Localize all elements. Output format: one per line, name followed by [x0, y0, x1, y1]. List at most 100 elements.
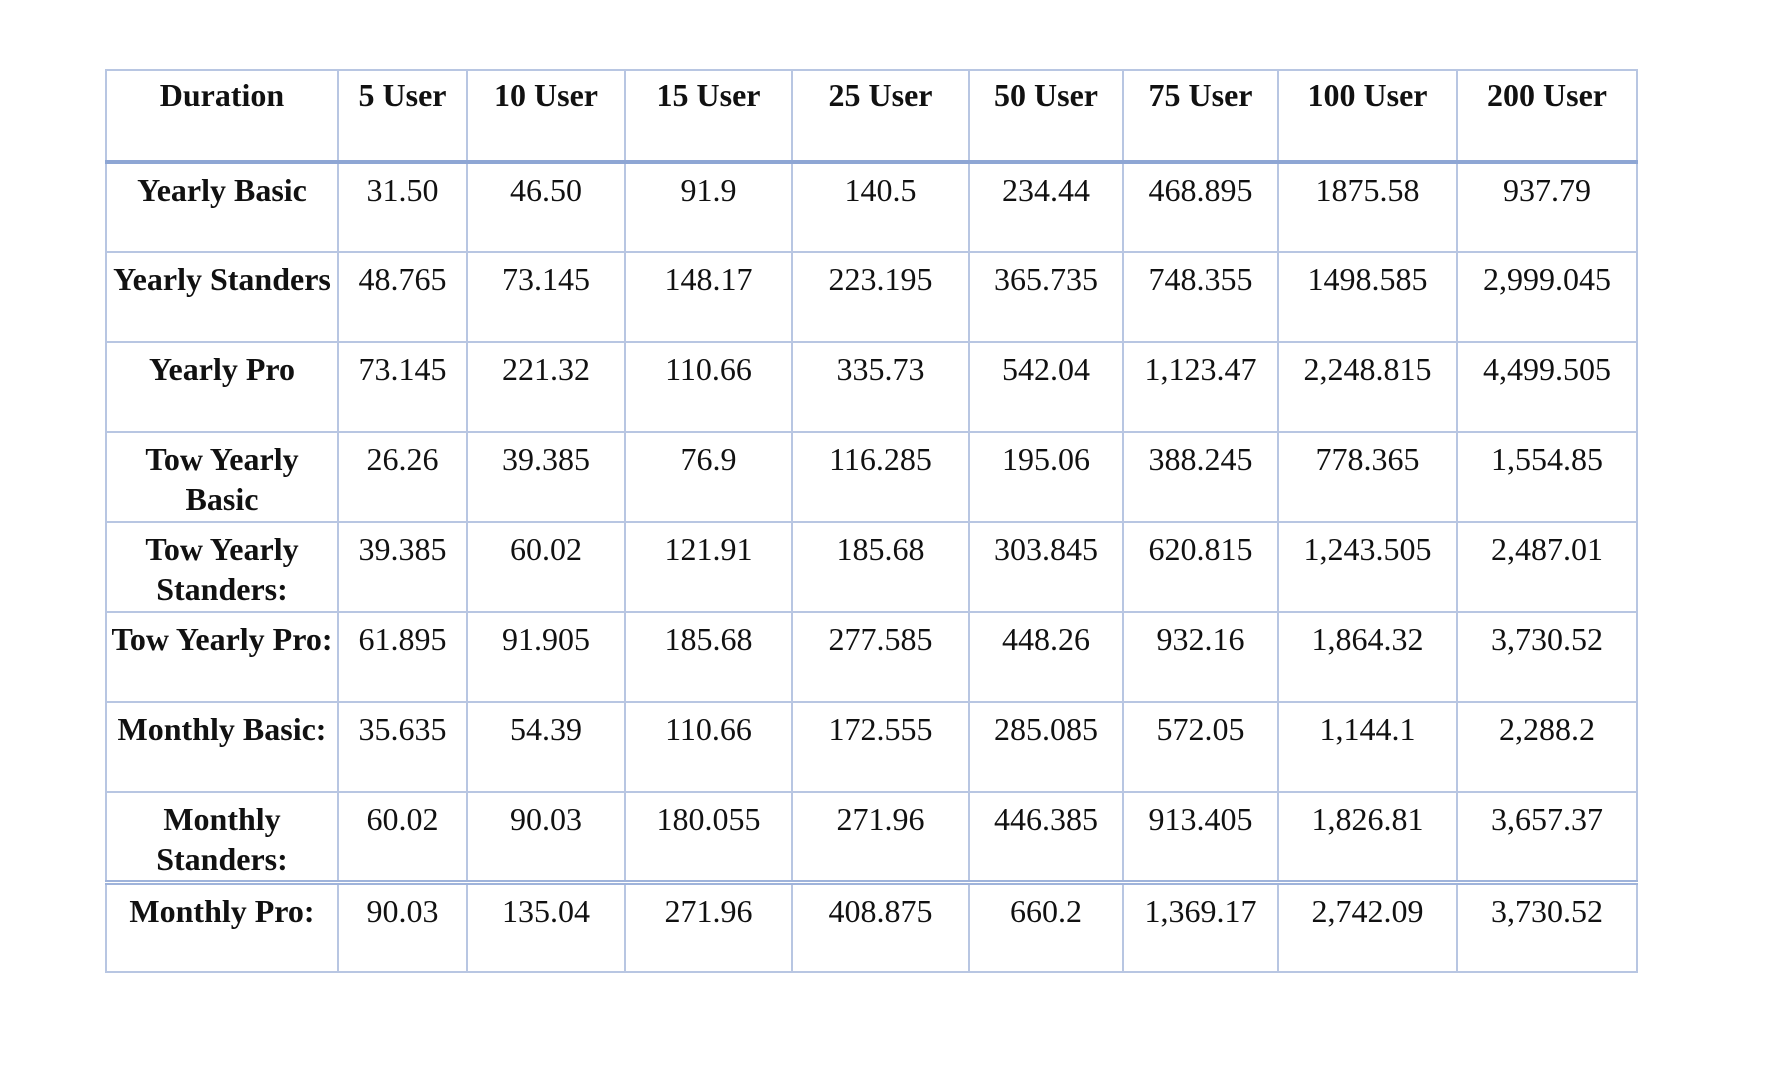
- column-header-100-user: 100 User: [1277, 69, 1458, 164]
- row-label: Tow Yearly Basic: [105, 431, 339, 523]
- price-cell: 91.905: [466, 611, 626, 703]
- price-cell: 172.555: [791, 701, 970, 793]
- price-cell: 303.845: [968, 521, 1124, 613]
- price-cell: 234.44: [968, 161, 1124, 253]
- price-cell: 1,144.1: [1277, 701, 1458, 793]
- price-cell: 221.32: [466, 341, 626, 433]
- price-cell: 116.285: [791, 431, 970, 523]
- row-label: Tow Yearly Pro:: [105, 611, 339, 703]
- price-cell: 61.895: [337, 611, 468, 703]
- table-row: Monthly Standers: 60.02 90.03 180.055 271.96…: [105, 791, 1638, 883]
- price-cell: 60.02: [466, 521, 626, 613]
- price-cell: 1,554.85: [1456, 431, 1638, 523]
- price-cell: 46.50: [466, 161, 626, 253]
- price-cell: 446.385: [968, 791, 1124, 883]
- price-cell: 2,487.01: [1456, 521, 1638, 613]
- price-cell: 620.815: [1122, 521, 1279, 613]
- price-cell: 271.96: [624, 879, 793, 973]
- price-cell: 3,730.52: [1456, 879, 1638, 973]
- price-cell: 91.9: [624, 161, 793, 253]
- row-label: Tow Yearly Standers:: [105, 521, 339, 613]
- price-cell: 54.39: [466, 701, 626, 793]
- price-cell: 31.50: [337, 161, 468, 253]
- price-cell: 932.16: [1122, 611, 1279, 703]
- price-cell: 572.05: [1122, 701, 1279, 793]
- table-row: Monthly Pro: 90.03 135.04 271.96 408.875 660.…: [105, 879, 1638, 973]
- price-cell: 365.735: [968, 251, 1124, 343]
- price-cell: 90.03: [466, 791, 626, 883]
- price-cell: 2,999.045: [1456, 251, 1638, 343]
- row-label: Yearly Pro: [105, 341, 339, 433]
- price-cell: 3,657.37: [1456, 791, 1638, 883]
- column-header-duration: Duration: [105, 69, 339, 164]
- column-header-5-user: 5 User: [337, 69, 468, 164]
- pricing-table-container: Duration 5 User 10 User 15 User 25 User …: [105, 69, 1638, 973]
- price-cell: 195.06: [968, 431, 1124, 523]
- price-cell: 335.73: [791, 341, 970, 433]
- price-cell: 408.875: [791, 879, 970, 973]
- price-cell: 1,826.81: [1277, 791, 1458, 883]
- price-cell: 448.26: [968, 611, 1124, 703]
- price-cell: 76.9: [624, 431, 793, 523]
- table-header-row: Duration 5 User 10 User 15 User 25 User …: [105, 69, 1638, 164]
- price-cell: 388.245: [1122, 431, 1279, 523]
- price-cell: 180.055: [624, 791, 793, 883]
- table-row: Tow Yearly Basic 26.26 39.385 76.9 116.285 19…: [105, 431, 1638, 523]
- price-cell: 39.385: [337, 521, 468, 613]
- row-label: Yearly Basic: [105, 161, 339, 253]
- price-cell: 48.765: [337, 251, 468, 343]
- column-header-10-user: 10 User: [466, 69, 626, 164]
- price-cell: 277.585: [791, 611, 970, 703]
- row-label: Monthly Basic:: [105, 701, 339, 793]
- price-cell: 185.68: [791, 521, 970, 613]
- column-header-25-user: 25 User: [791, 69, 970, 164]
- price-cell: 110.66: [624, 701, 793, 793]
- price-cell: 542.04: [968, 341, 1124, 433]
- price-cell: 271.96: [791, 791, 970, 883]
- table-row: Tow Yearly Standers: 39.385 60.02 121.91 185…: [105, 521, 1638, 613]
- price-cell: 660.2: [968, 879, 1124, 973]
- table-row: Yearly Basic 31.50 46.50 91.9 140.5 234.44 468…: [105, 161, 1638, 253]
- price-cell: 223.195: [791, 251, 970, 343]
- price-cell: 26.26: [337, 431, 468, 523]
- table-row: Yearly Pro 73.145 221.32 110.66 335.73 542.04…: [105, 341, 1638, 433]
- price-cell: 60.02: [337, 791, 468, 883]
- price-cell: 110.66: [624, 341, 793, 433]
- price-cell: 73.145: [466, 251, 626, 343]
- price-cell: 1,369.17: [1122, 879, 1279, 973]
- table-row: Tow Yearly Pro: 61.895 91.905 185.68 277.585…: [105, 611, 1638, 703]
- price-cell: 2,288.2: [1456, 701, 1638, 793]
- column-header-200-user: 200 User: [1456, 69, 1638, 164]
- price-cell: 4,499.505: [1456, 341, 1638, 433]
- row-label: Yearly Standers: [105, 251, 339, 343]
- price-cell: 1875.58: [1277, 161, 1458, 253]
- column-header-15-user: 15 User: [624, 69, 793, 164]
- column-header-50-user: 50 User: [968, 69, 1124, 164]
- price-cell: 1498.585: [1277, 251, 1458, 343]
- price-cell: 468.895: [1122, 161, 1279, 253]
- price-cell: 1,243.505: [1277, 521, 1458, 613]
- price-cell: 121.91: [624, 521, 793, 613]
- price-cell: 185.68: [624, 611, 793, 703]
- table-row: Monthly Basic: 35.635 54.39 110.66 172.555 28…: [105, 701, 1638, 793]
- price-cell: 3,730.52: [1456, 611, 1638, 703]
- price-cell: 285.085: [968, 701, 1124, 793]
- row-label: Monthly Pro:: [105, 879, 339, 973]
- price-cell: 1,123.47: [1122, 341, 1279, 433]
- table-row: Yearly Standers 48.765 73.145 148.17 223.195…: [105, 251, 1638, 343]
- price-cell: 140.5: [791, 161, 970, 253]
- price-cell: 39.385: [466, 431, 626, 523]
- column-header-75-user: 75 User: [1122, 69, 1279, 164]
- price-cell: 778.365: [1277, 431, 1458, 523]
- pricing-table: Duration 5 User 10 User 15 User 25 User …: [105, 69, 1638, 973]
- price-cell: 1,864.32: [1277, 611, 1458, 703]
- price-cell: 2,742.09: [1277, 879, 1458, 973]
- price-cell: 73.145: [337, 341, 468, 433]
- row-label: Monthly Standers:: [105, 791, 339, 883]
- price-cell: 913.405: [1122, 791, 1279, 883]
- price-cell: 148.17: [624, 251, 793, 343]
- price-cell: 748.355: [1122, 251, 1279, 343]
- price-cell: 2,248.815: [1277, 341, 1458, 433]
- price-cell: 937.79: [1456, 161, 1638, 253]
- price-cell: 35.635: [337, 701, 468, 793]
